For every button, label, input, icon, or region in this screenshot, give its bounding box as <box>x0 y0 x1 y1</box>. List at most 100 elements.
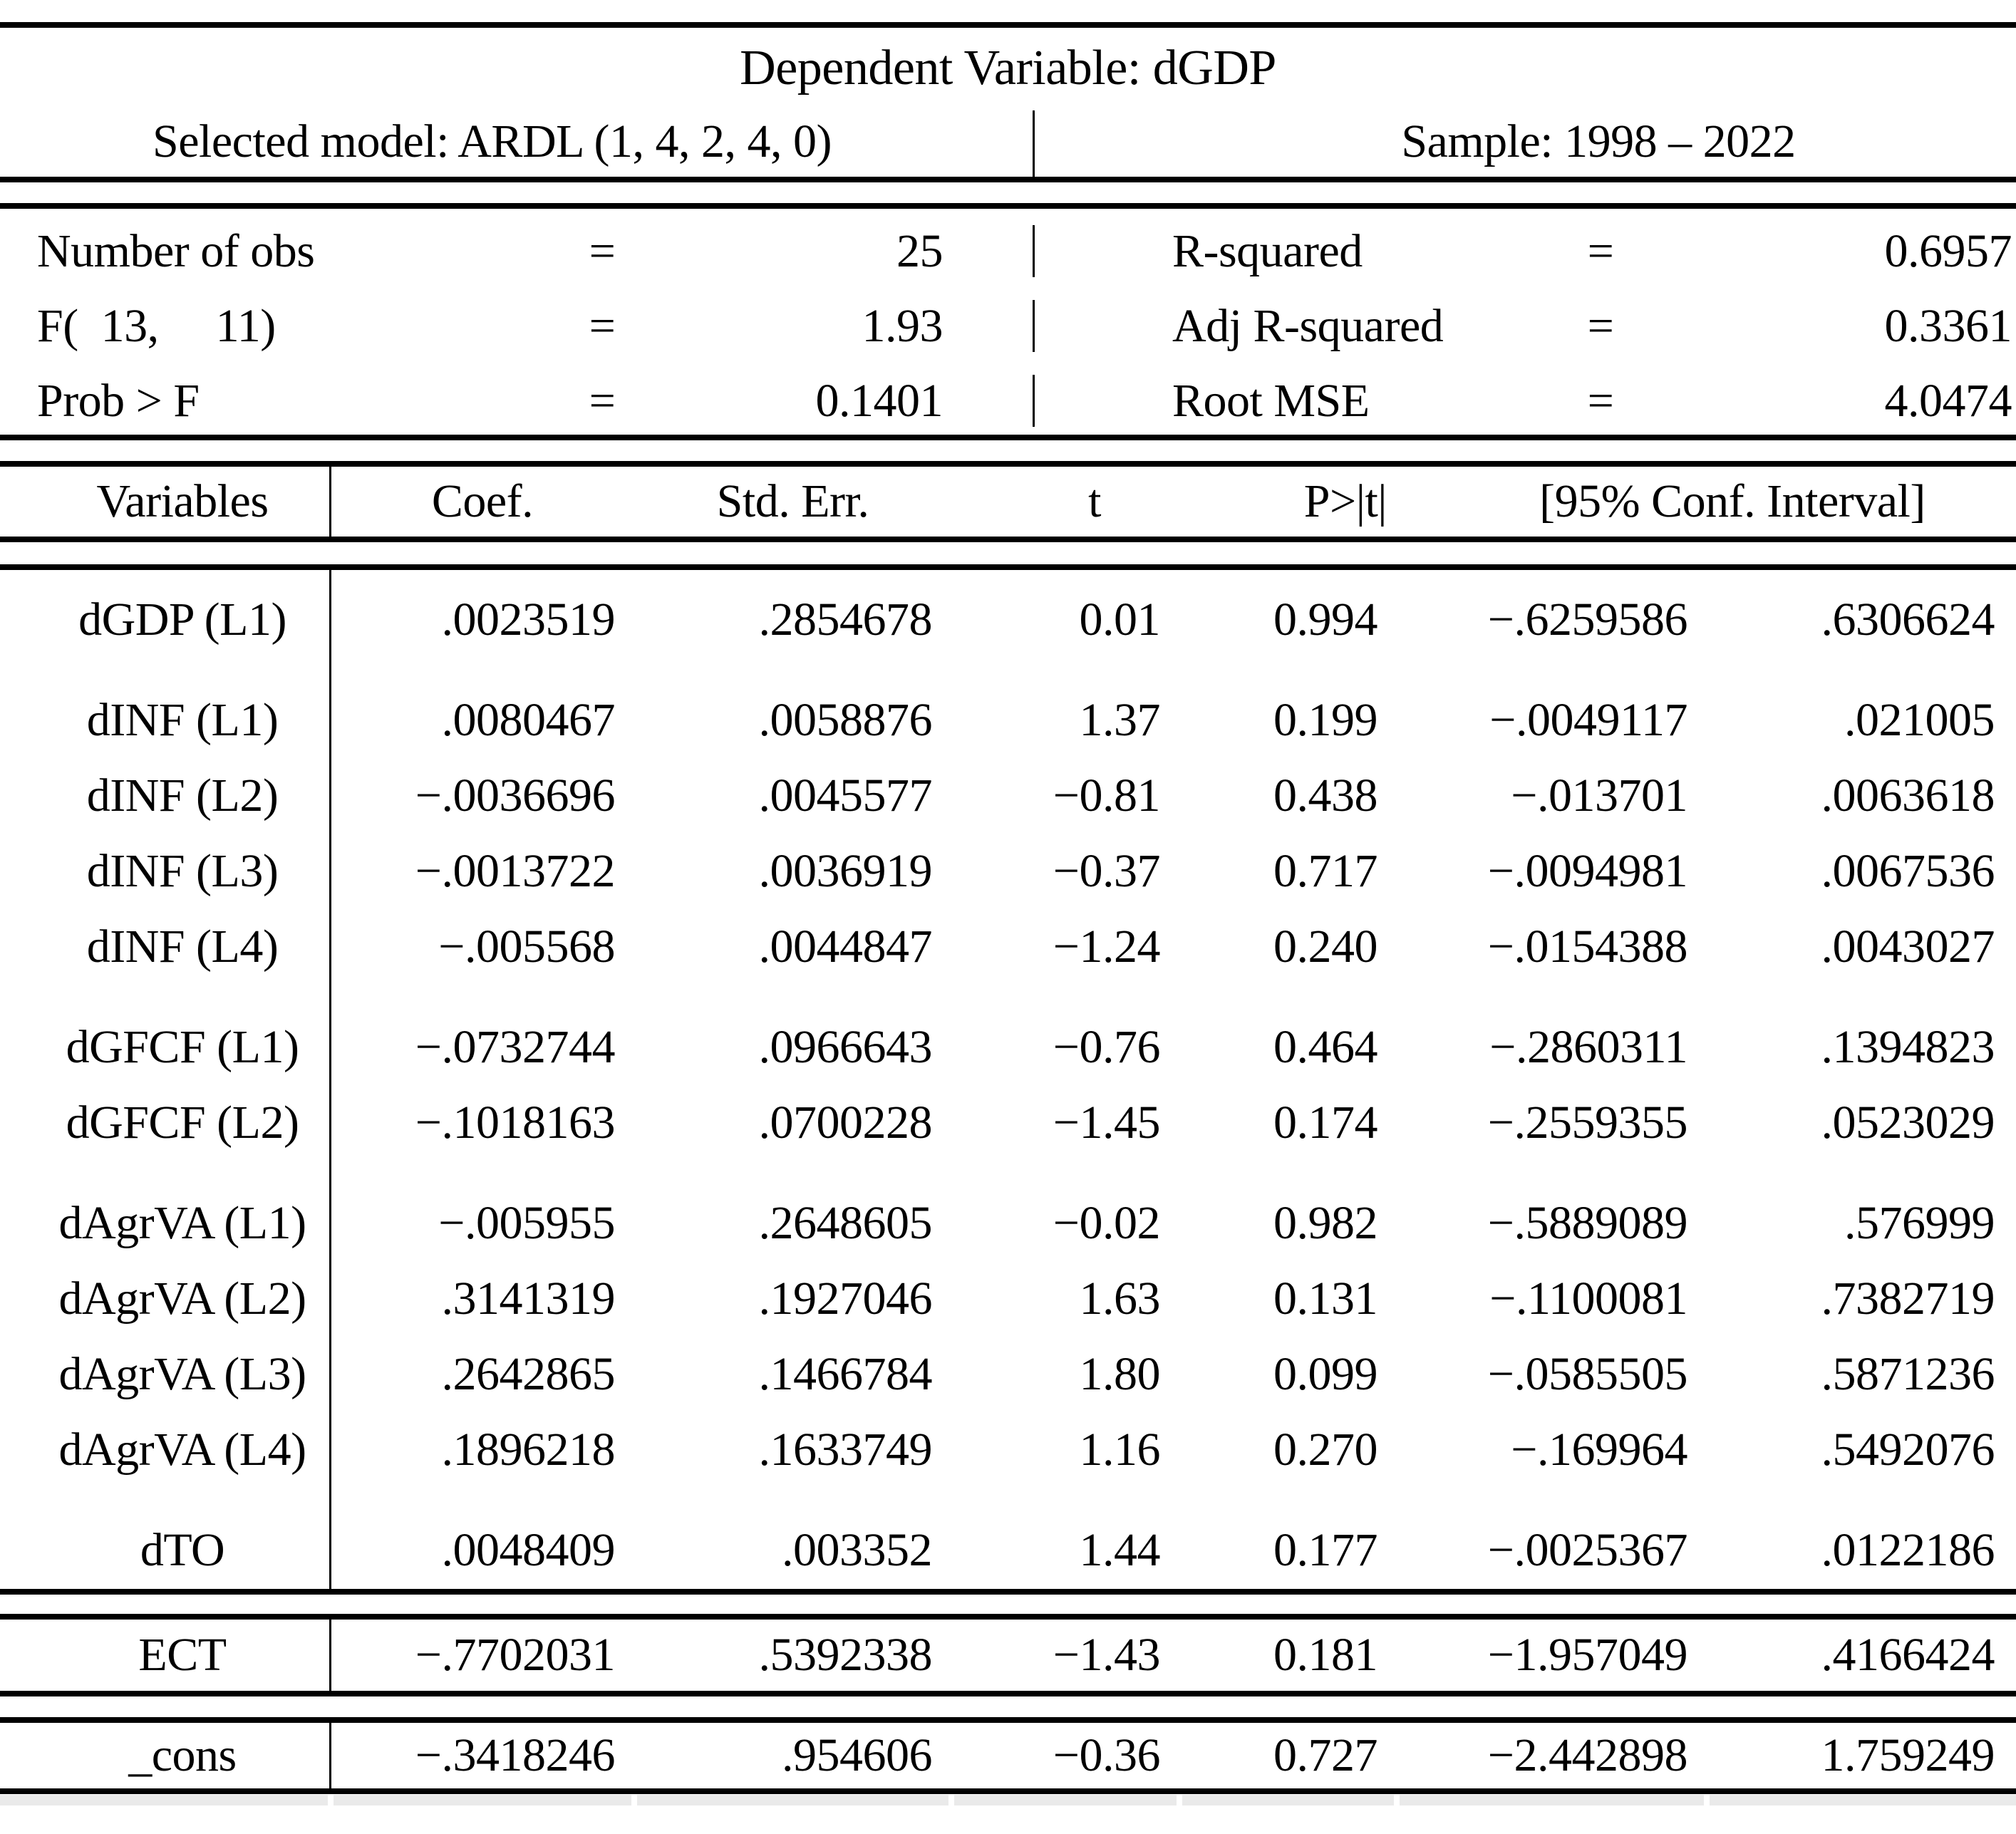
row-variable-label: dAgrVA (L3) <box>58 1348 306 1400</box>
coef-value: .0023519 <box>441 594 616 646</box>
gridline-tick <box>631 1795 637 1805</box>
stderr-value: .0036919 <box>758 845 933 897</box>
column-header-t: t <box>1088 475 1101 527</box>
stats-row: Prob > F = 0.1401 Root MSE = 4.0474 <box>0 363 2016 438</box>
ci-low-value: −.0154388 <box>1487 921 1688 973</box>
column-header-coef: Coef. <box>431 475 534 527</box>
ci-low-value: −.5889089 <box>1487 1197 1688 1249</box>
coef-value: −.0036696 <box>415 770 616 822</box>
variables-column-divider <box>329 467 331 537</box>
ci-high-value: 1.759249 <box>1821 1729 1995 1781</box>
stderr-value: .0058876 <box>758 694 933 746</box>
stat-value: 4.0474 <box>1884 374 2012 427</box>
equals-sign: = <box>1587 299 1614 352</box>
t-value: 0.01 <box>1079 594 1161 646</box>
row-variable-label: dINF (L3) <box>86 845 279 897</box>
ci-high-value: .6306624 <box>1821 594 1995 646</box>
divider-rule <box>0 435 2016 440</box>
divider-rule <box>0 1691 2016 1696</box>
t-value: 1.44 <box>1079 1524 1161 1576</box>
row-variable-label: dAgrVA (L4) <box>58 1424 306 1476</box>
t-value: −0.81 <box>1053 770 1161 822</box>
stderr-value: .2854678 <box>758 594 933 646</box>
divider-rule <box>0 461 2016 467</box>
center-divider <box>1033 300 1035 352</box>
table-row: dINF (L2) −.0036696 .0045577 −0.81 0.438… <box>0 758 2016 834</box>
t-value: −0.76 <box>1053 1021 1161 1073</box>
t-value: −0.02 <box>1053 1197 1161 1249</box>
p-value: 0.982 <box>1273 1197 1378 1249</box>
table-row: dAgrVA (L1) −.005955 .2648605 −0.02 0.98… <box>0 1186 2016 1261</box>
coef-value: .1896218 <box>441 1424 616 1476</box>
coef-value: −.0013722 <box>415 845 616 897</box>
divider-rule <box>0 537 2016 542</box>
ci-low-value: −.169964 <box>1511 1424 1687 1476</box>
ci-high-value: .5492076 <box>1821 1424 1995 1476</box>
divider-rule <box>0 203 2016 209</box>
p-value: 0.464 <box>1273 1021 1378 1073</box>
row-variable-label: dGDP (L1) <box>78 594 286 646</box>
ci-low-value: −.0049117 <box>1489 694 1687 746</box>
stat-value: 0.6957 <box>1884 224 2012 277</box>
t-value: −1.43 <box>1053 1629 1161 1681</box>
ci-low-value: −.0094981 <box>1487 845 1688 897</box>
column-header-pvalue: P>|t| <box>1303 475 1387 527</box>
variables-column-divider <box>329 1620 331 1691</box>
ci-low-value: −.2860311 <box>1489 1021 1687 1073</box>
gridline-tick <box>1177 1795 1182 1805</box>
model-sample-row: Selected model: ARDL (1, 4, 2, 4, 0) Sam… <box>0 107 2016 177</box>
row-variable-label: dGFCF (L1) <box>66 1021 299 1073</box>
table-row: dGFCF (L1) −.0732744 .0966643 −0.76 0.46… <box>0 1010 2016 1085</box>
center-divider <box>1033 375 1035 427</box>
stderr-value: .5392338 <box>758 1629 933 1681</box>
stderr-value: .0700228 <box>758 1097 933 1149</box>
stat-label: Prob > F <box>37 374 200 427</box>
divider-rule <box>0 1614 2016 1620</box>
row-variable-label: dGFCF (L2) <box>66 1097 299 1149</box>
equals-sign: = <box>1587 224 1614 277</box>
ci-low-value: −2.442898 <box>1487 1729 1688 1781</box>
coef-value: −.0732744 <box>415 1021 616 1073</box>
divider-rule <box>0 1589 2016 1595</box>
row-variable-label: dAgrVA (L2) <box>58 1273 306 1325</box>
fit-statistics: Number of obs = 25 R-squared = 0.6957 F(… <box>0 209 2016 435</box>
ci-low-value: −.1100081 <box>1489 1273 1687 1325</box>
column-header-stderr: Std. Err. <box>716 475 869 527</box>
p-value: 0.099 <box>1273 1348 1378 1400</box>
stat-label: R-squared <box>1172 224 1363 277</box>
ci-low-value: −.2559355 <box>1487 1097 1688 1149</box>
ci-low-value: −.6259586 <box>1487 594 1688 646</box>
stat-value: 25 <box>896 224 944 277</box>
table-row: dAgrVA (L4) .1896218 .1633749 1.16 0.270… <box>0 1412 2016 1488</box>
p-value: 0.181 <box>1273 1629 1378 1681</box>
p-value: 0.994 <box>1273 594 1378 646</box>
t-value: 1.63 <box>1079 1273 1161 1325</box>
p-value: 0.131 <box>1273 1273 1378 1325</box>
divider-rule <box>0 564 2016 570</box>
ci-high-value: .0122186 <box>1821 1524 1995 1576</box>
equals-sign: = <box>589 224 616 277</box>
stderr-value: .954606 <box>782 1729 933 1781</box>
spreadsheet-gridline-strip <box>0 1795 2016 1805</box>
coef-value: −.005568 <box>438 921 615 973</box>
cons-row: _cons −.3418246 .954606 −0.36 0.727 −2.4… <box>0 1723 2016 1788</box>
ci-high-value: .0523029 <box>1821 1097 1995 1149</box>
stderr-value: .1927046 <box>758 1273 933 1325</box>
stat-value: 0.3361 <box>1884 299 2012 352</box>
variables-column-divider <box>329 1723 331 1788</box>
stderr-value: .1466784 <box>758 1348 933 1400</box>
table-header: Variables Coef. Std. Err. t P>|t| [95% C… <box>0 467 2016 537</box>
stderr-value: .1633749 <box>758 1424 933 1476</box>
stderr-value: .2648605 <box>758 1197 933 1249</box>
ci-high-value: .0067536 <box>1821 845 1995 897</box>
stat-label: Root MSE <box>1172 374 1370 427</box>
center-divider <box>1033 225 1035 277</box>
p-value: 0.438 <box>1273 770 1378 822</box>
row-variable-label: dTO <box>140 1524 225 1576</box>
stat-value: 0.1401 <box>815 374 944 427</box>
stats-row: F( 13, 11) = 1.93 Adj R-squared = 0.3361 <box>0 289 2016 363</box>
sample-range: Sample: 1998 – 2022 <box>1401 115 1796 167</box>
selected-model: Selected model: ARDL (1, 4, 2, 4, 0) <box>153 115 832 167</box>
table-row: dINF (L4) −.005568 .0044847 −1.24 0.240 … <box>0 909 2016 985</box>
